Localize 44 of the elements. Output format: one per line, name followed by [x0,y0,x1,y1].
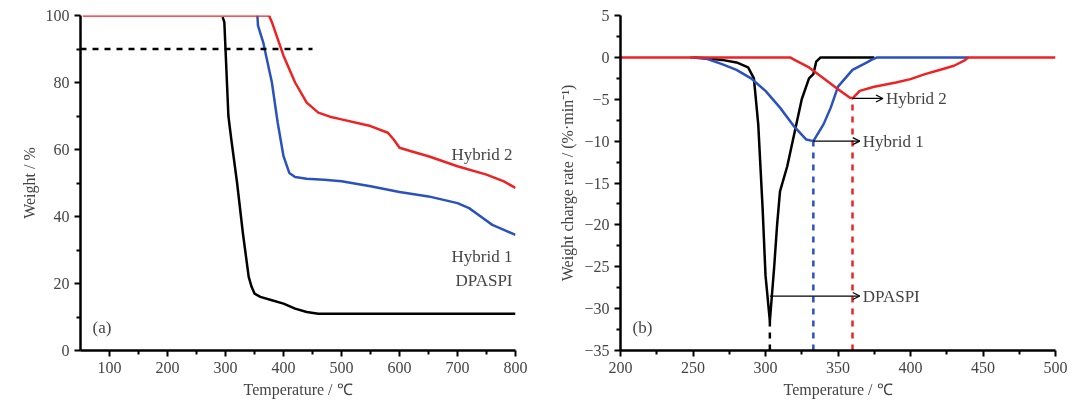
x-tick-label: 300 [213,358,238,376]
y-tick-label: 0 [61,342,70,359]
y-axis-title: Weight charge rate / (%·min⁻¹) [559,84,578,282]
y-tick-label: −30 [584,300,610,318]
annotation: Hybrid 1 [862,131,924,151]
x-tick-label: 350 [826,358,850,376]
x-tick-label: 400 [271,358,296,376]
line-series [81,15,516,190]
line-series [256,15,516,237]
annotation: Hybrid 2 [885,88,947,108]
y-tick-label: −25 [584,258,610,276]
x-tick-label: 250 [681,358,705,376]
y-tick-label: −20 [584,216,610,234]
x-tick-label: 200 [608,358,633,376]
x-tick-label: 700 [445,358,470,376]
y-tick-label: −5 [592,90,610,108]
x-tick-label: 500 [329,358,354,376]
y-tick-label: 0 [601,48,610,66]
y-tick-label: 80 [53,74,70,91]
x-tick-label: 200 [155,358,180,376]
x-tick-label: 500 [1043,358,1068,376]
x-axis-title: Temperature / ℃ [243,380,353,399]
x-tick-label: 400 [898,358,923,376]
series-label: Hybrid 2 [451,145,513,165]
x-axis-title: Temperature / ℃ [783,380,893,399]
y-tick-label: 20 [53,275,70,292]
x-tick-label: 450 [971,358,995,376]
annotation: DPASPI [862,286,921,306]
y-axis-title: Weight / % [20,147,39,219]
y-tick-label: 40 [53,208,70,225]
series-label: DPASPI [455,270,513,290]
y-tick-label: −35 [584,342,610,359]
x-tick-label: 100 [97,358,122,376]
x-tick-label: 600 [387,358,412,376]
y-tick-label: −10 [584,132,610,150]
annotation: (a) [92,317,112,337]
y-tick-label: 60 [53,141,70,158]
annotation: (b) [632,317,653,337]
x-tick-label: 800 [503,358,528,376]
y-tick-label: −15 [584,174,610,192]
y-tick-label: 5 [601,7,610,24]
x-tick-label: 300 [753,358,778,376]
y-tick-label: 100 [45,7,70,24]
series-label: Hybrid 1 [451,246,513,266]
